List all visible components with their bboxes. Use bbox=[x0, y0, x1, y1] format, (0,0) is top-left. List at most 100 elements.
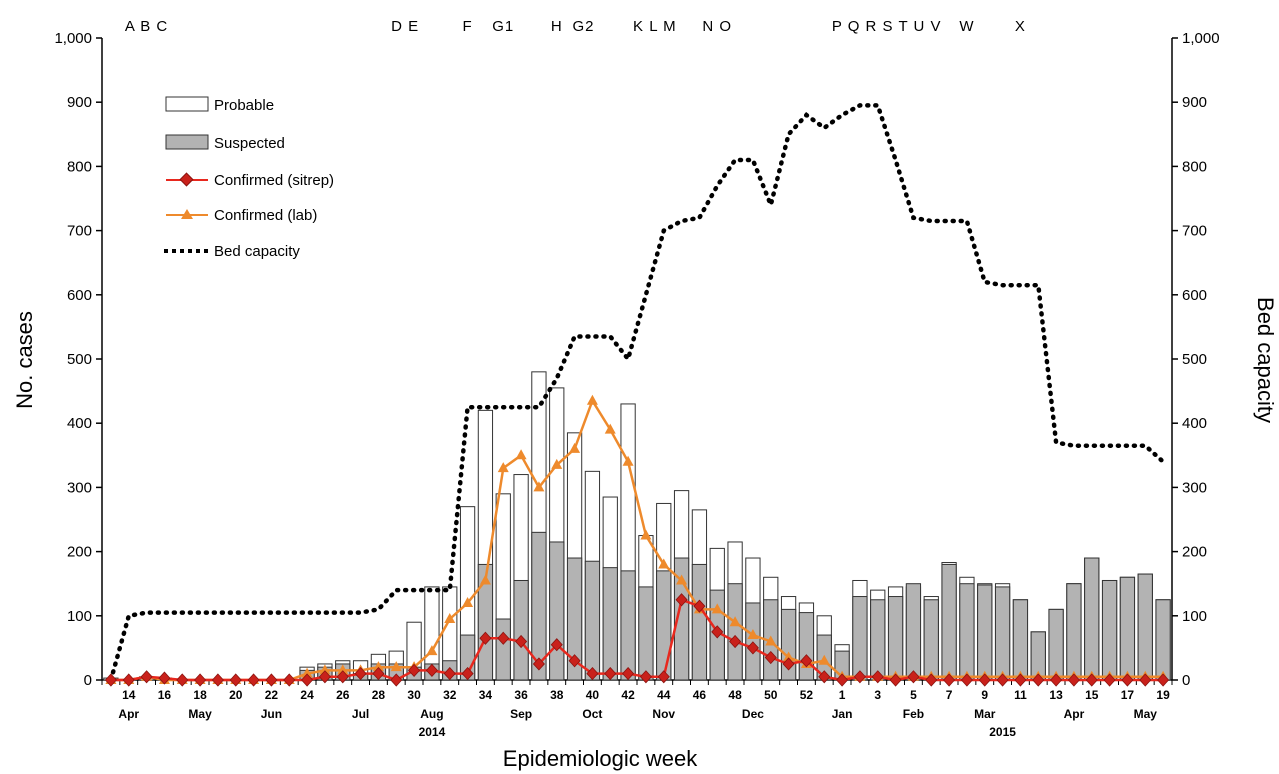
event-label: D E bbox=[391, 18, 419, 35]
event-label: W bbox=[959, 18, 974, 35]
week-tick-label: 38 bbox=[550, 688, 564, 702]
marker-confirmed-sitrep bbox=[176, 673, 189, 687]
marker-confirmed-sitrep bbox=[764, 650, 777, 665]
y-tick-label: 1,000 bbox=[54, 30, 92, 47]
marker-confirmed-sitrep bbox=[800, 654, 813, 668]
bar-suspected bbox=[1084, 557, 1100, 681]
marker-confirmed-lab bbox=[676, 574, 688, 585]
week-tick-label: 1 bbox=[839, 688, 846, 702]
marker-confirmed-sitrep bbox=[568, 654, 581, 668]
marker-confirmed-sitrep bbox=[140, 670, 153, 684]
week-tick-label: 36 bbox=[514, 688, 528, 702]
marker-confirmed-sitrep bbox=[461, 666, 474, 681]
week-tick-label: 18 bbox=[193, 688, 207, 702]
legend-marker-sitrep bbox=[179, 172, 194, 187]
marker-confirmed-sitrep bbox=[996, 673, 1009, 687]
week-tick-label: 13 bbox=[1049, 688, 1063, 702]
marker-confirmed-sitrep bbox=[889, 673, 902, 687]
y2-tick-label: 700 bbox=[1182, 223, 1207, 240]
marker-confirmed-sitrep bbox=[1139, 673, 1152, 687]
marker-confirmed-sitrep bbox=[158, 671, 171, 685]
month-label: Feb bbox=[903, 707, 924, 721]
marker-confirmed-sitrep bbox=[550, 638, 563, 652]
marker-confirmed-sitrep bbox=[960, 673, 973, 687]
marker-confirmed-sitrep bbox=[604, 666, 617, 681]
y2-axis-title: Bed capacity bbox=[1253, 297, 1278, 423]
legend-label-bed: Bed capacity bbox=[214, 243, 300, 260]
y2-tick-label: 100 bbox=[1182, 608, 1207, 625]
week-tick-label: 32 bbox=[443, 688, 457, 702]
marker-confirmed-lab bbox=[729, 616, 741, 627]
y2-tick-label: 0 bbox=[1182, 672, 1190, 689]
marker-confirmed-sitrep bbox=[408, 663, 421, 677]
marker-confirmed-sitrep bbox=[711, 625, 724, 639]
month-label: Nov bbox=[652, 707, 675, 721]
y-tick-label: 900 bbox=[67, 94, 92, 111]
marker-confirmed-sitrep bbox=[1014, 673, 1027, 687]
bar-suspected bbox=[887, 596, 904, 681]
year-label: 2015 bbox=[989, 725, 1016, 739]
year-label: 2014 bbox=[419, 725, 446, 739]
week-tick-label: 50 bbox=[764, 688, 778, 702]
bars bbox=[103, 371, 1171, 681]
marker-confirmed-lab bbox=[319, 664, 331, 675]
y2-tick-label: 1,000 bbox=[1182, 30, 1220, 47]
week-tick-label: 46 bbox=[693, 688, 707, 702]
month-label: Mar bbox=[974, 707, 996, 721]
marker-confirmed-lab bbox=[301, 667, 313, 678]
marker-confirmed-lab bbox=[337, 664, 349, 675]
marker-confirmed-sitrep bbox=[729, 634, 742, 649]
y-tick-label: 400 bbox=[67, 415, 92, 432]
week-tick-label: 20 bbox=[229, 688, 243, 702]
y-tick-label: 300 bbox=[67, 479, 92, 496]
marker-confirmed-sitrep bbox=[1067, 673, 1080, 687]
y-tick-label: 0 bbox=[84, 672, 92, 689]
bar-suspected bbox=[638, 586, 654, 681]
month-label: Sep bbox=[510, 707, 532, 721]
marker-confirmed-sitrep bbox=[122, 673, 135, 687]
bar-suspected bbox=[923, 599, 939, 681]
week-tick-label: 40 bbox=[586, 688, 600, 702]
marker-confirmed-sitrep bbox=[336, 670, 349, 684]
week-tick-label: 9 bbox=[981, 688, 988, 702]
marker-confirmed-lab bbox=[569, 442, 581, 453]
marker-confirmed-sitrep bbox=[693, 599, 706, 613]
week-tick-label: 24 bbox=[300, 688, 314, 702]
week-tick-label: 11 bbox=[1014, 688, 1027, 702]
bar-suspected bbox=[798, 612, 815, 681]
marker-confirmed-sitrep bbox=[586, 666, 599, 681]
marker-confirmed-lab bbox=[515, 449, 527, 460]
legend-marker-lab bbox=[181, 209, 193, 219]
week-tick-label: 30 bbox=[407, 688, 421, 702]
marker-confirmed-lab bbox=[818, 654, 830, 665]
bar-suspected bbox=[477, 563, 494, 681]
bar-suspected bbox=[495, 618, 511, 681]
marker-confirmed-lab bbox=[604, 423, 616, 434]
month-label: May bbox=[188, 707, 212, 721]
month-label: Apr bbox=[118, 707, 139, 721]
marker-confirmed-sitrep bbox=[229, 673, 242, 687]
marker-confirmed-sitrep bbox=[853, 670, 866, 684]
marker-confirmed-lab bbox=[747, 629, 759, 640]
y2-tick-label: 600 bbox=[1182, 287, 1207, 304]
bar-suspected bbox=[1066, 583, 1082, 681]
event-label: G2 bbox=[572, 18, 594, 35]
marker-confirmed-sitrep bbox=[443, 666, 456, 681]
week-tick-label: 17 bbox=[1121, 688, 1135, 702]
y-tick-label: 700 bbox=[67, 223, 92, 240]
bar-suspected bbox=[1137, 573, 1153, 681]
legend-label-suspected: Suspected bbox=[214, 135, 285, 152]
week-tick-label: 3 bbox=[874, 688, 881, 702]
y2-tick-label: 200 bbox=[1182, 544, 1207, 561]
y2-tick-label: 800 bbox=[1182, 158, 1207, 175]
series-lines bbox=[104, 103, 1170, 687]
marker-confirmed-sitrep bbox=[1085, 673, 1098, 687]
marker-confirmed-lab bbox=[658, 558, 670, 569]
marker-confirmed-sitrep bbox=[657, 670, 670, 684]
marker-confirmed-lab bbox=[765, 635, 777, 646]
marker-confirmed-sitrep bbox=[1050, 673, 1063, 687]
month-label: Jun bbox=[261, 707, 282, 721]
bar-suspected bbox=[566, 557, 583, 681]
marker-confirmed-sitrep bbox=[907, 670, 920, 684]
bar-suspected bbox=[691, 563, 708, 681]
